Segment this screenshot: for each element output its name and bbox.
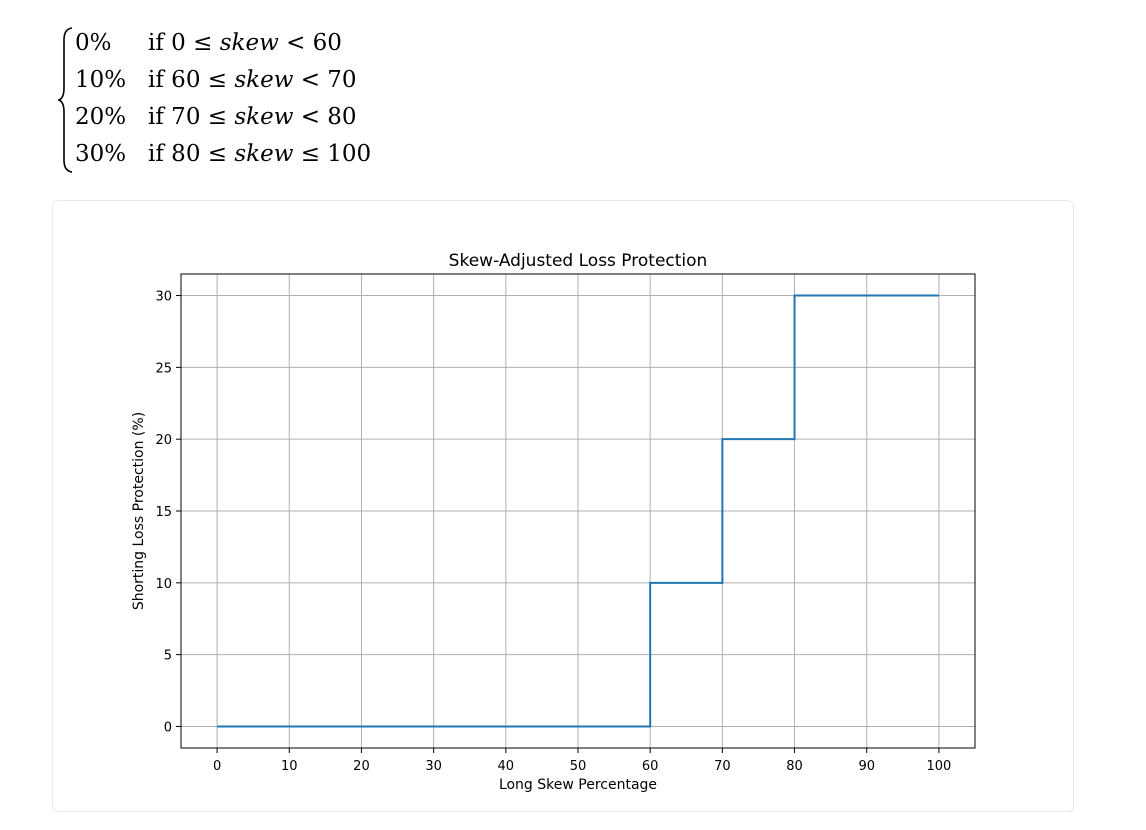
condition-suffix: < 80 <box>293 104 357 130</box>
condition-variable: skew <box>234 67 294 93</box>
x-axis-label: Long Skew Percentage <box>499 777 657 793</box>
x-tick-label: 50 <box>570 759 587 774</box>
condition-variable: skew <box>219 30 279 56</box>
condition-variable: skew <box>234 104 294 130</box>
series-line <box>217 294 939 728</box>
condition-prefix: if 0 ≤ <box>148 30 220 56</box>
x-tick-label: 60 <box>642 759 659 774</box>
formula-value: 10% <box>75 67 127 93</box>
formula-value: 0% <box>75 30 112 56</box>
y-tick-label: 25 <box>155 361 172 376</box>
condition-prefix: if 70 ≤ <box>148 104 235 130</box>
y-axis-label: Shorting Loss Protection (%) <box>131 412 147 610</box>
left-brace-icon <box>58 27 73 173</box>
condition-prefix: if 80 ≤ <box>148 141 235 167</box>
x-tick-label: 10 <box>281 759 298 774</box>
formula-condition: if 60 ≤ skew < 70 <box>148 63 357 97</box>
y-tick-label: 30 <box>155 290 172 305</box>
grid-layer <box>181 274 975 748</box>
y-tick-label: 5 <box>164 649 172 664</box>
x-tick-label: 100 <box>926 759 951 774</box>
y-tick-label: 20 <box>155 433 172 448</box>
tick-layer: 0 10 20 30 40 50 60 70 80 90 100 0 5 10 15 20 25 30 <box>155 290 951 774</box>
formula-condition: if 80 ≤ skew ≤ 100 <box>148 137 371 171</box>
condition-suffix: ≤ 100 <box>293 141 372 167</box>
condition-prefix: if 60 ≤ <box>148 67 235 93</box>
piecewise-formula: 0% if 0 ≤ skew < 60 10% if 60 ≤ skew < 7… <box>58 26 478 176</box>
y-tick-label: 0 <box>164 720 172 735</box>
chart-card: 0 10 20 30 40 50 60 70 80 90 100 0 5 10 15 20 25 30 Skew-… <box>52 200 1074 812</box>
x-tick-label: 20 <box>353 759 370 774</box>
formula-value: 20% <box>75 104 127 130</box>
condition-suffix: < 70 <box>293 67 357 93</box>
x-tick-label: 90 <box>858 759 875 774</box>
x-tick-label: 70 <box>714 759 731 774</box>
step-chart: 0 10 20 30 40 50 60 70 80 90 100 0 5 10 15 20 25 30 Skew-… <box>131 251 976 793</box>
condition-variable: skew <box>234 141 294 167</box>
formula-condition: if 70 ≤ skew < 80 <box>148 100 357 134</box>
x-tick-label: 30 <box>425 759 442 774</box>
x-tick-label: 80 <box>786 759 803 774</box>
series-layer <box>217 294 939 728</box>
x-tick-label: 0 <box>213 759 221 774</box>
formula-condition: if 0 ≤ skew < 60 <box>148 26 342 60</box>
y-tick-label: 15 <box>155 505 172 520</box>
x-tick-label: 40 <box>498 759 515 774</box>
condition-suffix: < 60 <box>278 30 342 56</box>
chart-title: Skew-Adjusted Loss Protection <box>449 251 708 271</box>
y-tick-label: 10 <box>155 577 172 592</box>
formula-value: 30% <box>75 141 127 167</box>
